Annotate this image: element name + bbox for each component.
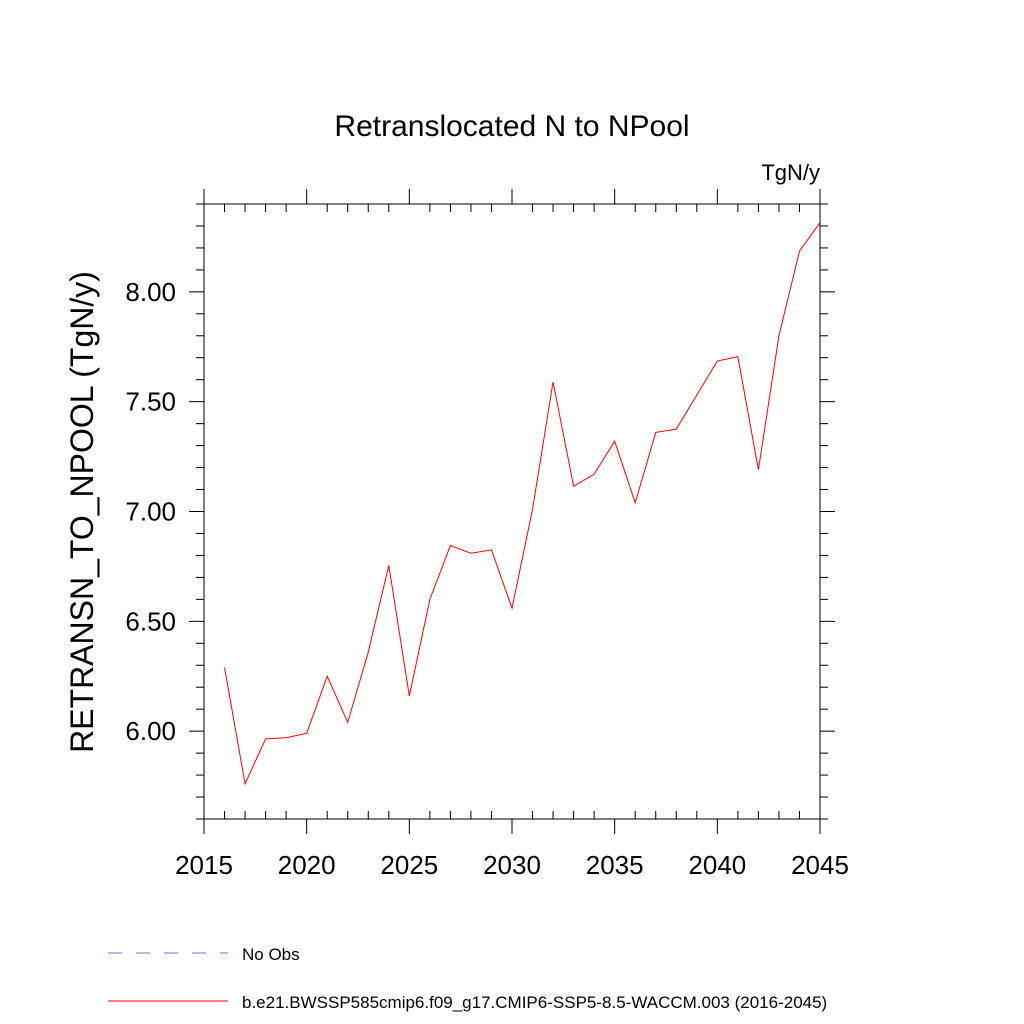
x-tick-label: 2030 — [483, 850, 541, 880]
y-tick-label: 6.00 — [125, 716, 176, 746]
legend-label-model: b.e21.BWSSP585cmip6.f09_g17.CMIP6-SSP5-8… — [242, 993, 827, 1012]
series-line — [224, 222, 821, 786]
legend: No Obs b.e21.BWSSP585cmip6.f09_g17.CMIP6… — [108, 945, 827, 1012]
units-label: TgN/y — [761, 160, 820, 185]
x-tick-label: 2040 — [688, 850, 746, 880]
chart-title: Retranslocated N to NPool — [334, 110, 689, 143]
plot-frame — [203, 203, 821, 820]
x-tick-label: 2045 — [791, 850, 849, 880]
series-group — [224, 222, 821, 786]
legend-label-no-obs: No Obs — [242, 945, 300, 964]
x-tick-label: 2020 — [278, 850, 336, 880]
y-tick-label: 6.50 — [125, 606, 176, 636]
y-tick-label: 7.50 — [125, 387, 176, 417]
y-axis-label: RETRANSN_TO_NPOOL (TgN/y) — [64, 271, 100, 753]
y-tick-label: 7.00 — [125, 497, 176, 527]
x-tick-label: 2035 — [586, 850, 644, 880]
x-tick-label: 2015 — [175, 850, 233, 880]
tick-labels: 2015 2020 2025 2030 2035 2040 2045 6.00 6.50 7.00… — [125, 277, 849, 880]
y-tick-label: 8.00 — [125, 277, 176, 307]
x-tick-label: 2025 — [380, 850, 438, 880]
axis-ticks — [189, 189, 835, 834]
